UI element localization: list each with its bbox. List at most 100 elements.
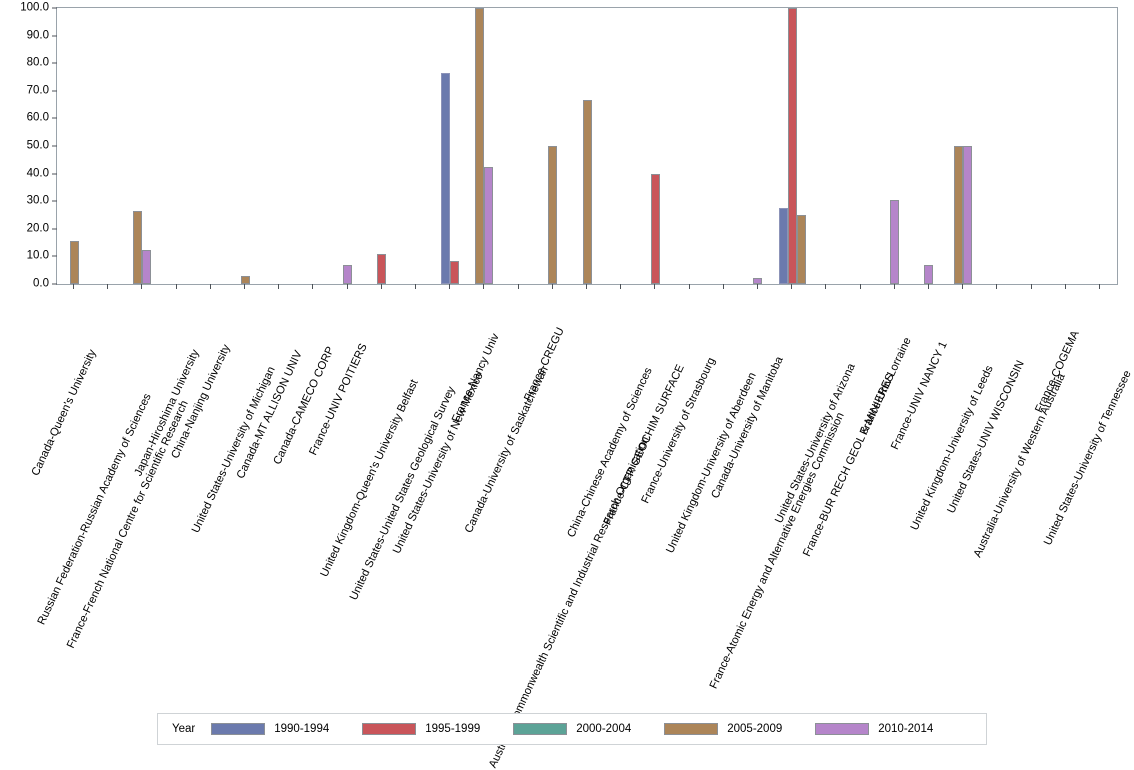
x-tick-mark [859,284,861,289]
x-tick-mark [415,284,417,289]
y-tick-label: 100.0 [20,1,49,14]
bar [441,72,451,284]
y-tick-label: 60.0 [26,111,49,124]
legend-label: 2005-2009 [727,723,783,735]
y-tick-label: 0.0 [33,277,49,290]
bar [133,210,143,284]
y-tick-label: 20.0 [26,222,49,235]
x-tick-mark [107,284,109,289]
x-tick-mark [620,284,622,289]
x-tick-mark [551,284,553,289]
bar [377,253,387,284]
x-tick-mark [278,284,280,289]
x-tick-mark [1030,284,1032,289]
legend-label: 2010-2014 [878,723,934,735]
legend: Year 1990-1994 1995-1999 2000-2004 2005-200… [157,713,987,745]
x-tick-mark [688,284,690,289]
y-tick-mark [52,35,57,37]
legend-label: 1990-1994 [274,723,330,735]
x-tick-mark [517,284,519,289]
y-axis-label: Shr. of top10 publ., frac (%) [2,0,16,28]
legend-item[interactable]: 2010-2014 [815,723,966,735]
x-tick-label: United States-University of Arizona [772,361,858,526]
bar [240,275,250,284]
y-tick-mark [52,228,57,230]
x-tick-label: Canada-Queen's University [29,347,99,478]
x-tick-mark [722,284,724,289]
legend-items: 1990-1994 1995-1999 2000-2004 2005-2009 2010… [211,723,966,735]
y-tick-mark [52,200,57,202]
legend-swatch [815,723,870,735]
x-tick-mark [962,284,964,289]
legend-title: Year [172,723,196,735]
x-tick-mark [654,284,656,289]
x-tick-mark [996,284,998,289]
y-tick-mark [52,255,57,257]
bar [924,264,934,284]
y-tick-mark [52,173,57,175]
x-tick-mark [346,284,348,289]
bar [582,99,592,284]
x-tick-label: United Kingdom-University of Aberdeen [664,370,760,556]
bar [343,264,353,284]
bar [787,8,797,284]
x-tick-mark [1098,284,1100,289]
x-tick-mark [244,284,246,289]
y-tick-label: 50.0 [26,139,49,152]
legend-label: 2000-2004 [576,723,632,735]
bar [475,8,485,284]
y-tick-mark [52,7,57,9]
legend-swatch [211,723,266,735]
legend-item[interactable]: 1995-1999 [362,723,513,735]
x-tick-mark [586,284,587,289]
x-tick-mark [141,284,143,289]
bar [753,278,763,284]
y-tick-label: 30.0 [26,194,49,207]
y-tick-mark [52,62,57,64]
x-tick-mark [927,284,929,289]
y-tick-label: 10.0 [26,249,49,262]
x-tick-mark [209,284,211,289]
y-tick-label: 40.0 [26,166,49,179]
x-tick-mark [825,284,827,289]
x-axis-labels: Canada-Queen's University Russian Federat… [30,284,1134,770]
bar [778,208,788,284]
x-tick-label: France-UNIV POITIERS [307,341,370,458]
bar [142,249,152,284]
bar [548,146,558,284]
x-tick-mark [449,284,451,289]
y-tick-label: 80.0 [26,56,49,69]
legend-label: 1995-1999 [425,723,481,735]
x-tick-label: Canada-CAMECO CORP [271,344,337,467]
legend-swatch [362,723,417,735]
y-tick-mark [52,117,57,119]
bar [450,260,460,284]
x-tick-label: France-CREGU [522,325,568,403]
x-tick-label: France-COGEMA [1033,329,1082,416]
x-tick-mark [893,284,895,289]
legend-swatch [664,723,719,735]
x-tick-mark [380,284,382,289]
bar [963,146,973,284]
y-tick-mark [52,90,57,92]
x-tick-mark [483,284,485,289]
legend-swatch [513,723,568,735]
x-tick-mark [73,284,75,289]
bar [954,146,964,284]
y-tick-label: 90.0 [26,28,49,41]
bar [796,215,806,284]
y-tick-mark [52,145,57,147]
x-tick-mark [791,284,793,289]
legend-item[interactable]: 2005-2009 [664,723,815,735]
legend-item[interactable]: 2000-2004 [513,723,664,735]
y-tick-mark [52,283,57,285]
y-tick-label: 70.0 [26,84,49,97]
x-tick-label: France-Nancy Univ [449,332,502,425]
x-tick-mark [312,284,314,289]
legend-item[interactable]: 1990-1994 [211,723,362,735]
x-tick-mark [756,284,758,289]
bar [650,173,660,284]
bar [890,199,900,284]
x-tick-mark [1064,284,1066,289]
